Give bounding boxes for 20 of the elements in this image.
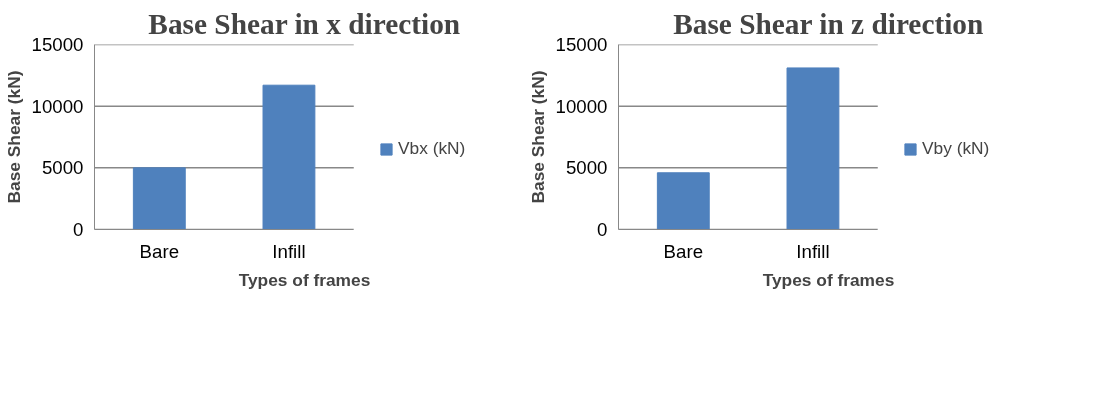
y-tick-label: 0	[597, 219, 608, 240]
x-tick-label: Infill	[796, 240, 830, 262]
x-tick-label: Infill	[272, 240, 306, 262]
legend-label: Vbx (kN)	[398, 138, 466, 159]
y-tick-label: 5000	[42, 157, 84, 179]
y-tick-label: 10000	[555, 95, 608, 117]
x-axis-title: Types of frames	[762, 269, 895, 290]
y-tick-label: 15000	[31, 34, 84, 55]
x-axis-title: Types of frames	[238, 269, 371, 290]
y-tick-label: 0	[73, 219, 84, 240]
y-tick-label: 10000	[31, 95, 84, 117]
y-tick-label: 5000	[566, 157, 608, 179]
x-tick-label: Bare	[663, 240, 704, 262]
chart-title: Base Shear in z direction	[673, 7, 984, 40]
y-axis-title: Base Shear (kN)	[3, 70, 24, 204]
y-axis-title: Base Shear (kN)	[527, 70, 548, 204]
chart-title: Base Shear in x direction	[148, 7, 461, 40]
x-tick-label: Bare	[139, 240, 180, 262]
legend-label: Vby (kN)	[922, 138, 990, 159]
y-tick-label: 15000	[555, 34, 608, 55]
